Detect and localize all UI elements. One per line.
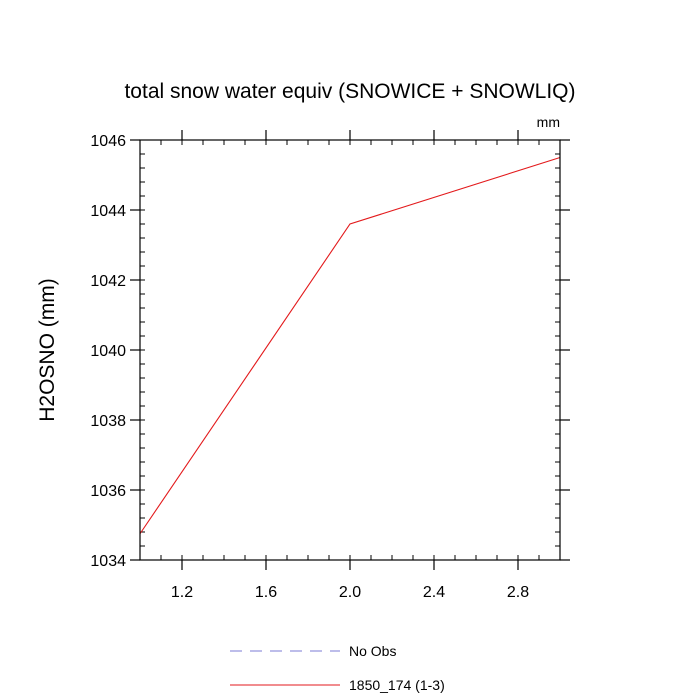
y-tick-label: 1034 xyxy=(90,553,126,570)
chart-title: total snow water equiv (SNOWICE + SNOWLI… xyxy=(124,80,575,103)
units-label: mm xyxy=(537,114,560,130)
legend: No Obs 1850_174 (1-3) xyxy=(230,643,445,693)
x-tick-label: 1.6 xyxy=(255,584,277,601)
x-tick-label: 2.0 xyxy=(339,584,361,601)
major-ticks xyxy=(130,130,570,570)
plot-frame xyxy=(139,139,561,561)
x-tick-label: 2.4 xyxy=(423,584,445,601)
x-tick-label: 2.8 xyxy=(507,584,529,601)
y-tick-label: 1042 xyxy=(90,273,126,290)
legend-label: No Obs xyxy=(349,643,396,659)
y-tick-label: 1036 xyxy=(90,483,126,500)
tick-labels: 1034 1036 1038 1040 1042 1044 1046 1.2 1.6 2.0 2.4… xyxy=(90,133,529,601)
series-line xyxy=(139,156,561,535)
y-tick-label: 1040 xyxy=(90,343,126,360)
series-lines xyxy=(139,156,561,535)
y-tick-label: 1044 xyxy=(90,203,126,220)
y-tick-label: 1038 xyxy=(90,413,126,430)
x-tick-label: 1.2 xyxy=(171,584,193,601)
minor-ticks xyxy=(139,139,561,561)
legend-label: 1850_174 (1-3) xyxy=(349,677,445,693)
y-axis-label: H2OSNO (mm) xyxy=(36,278,59,422)
y-tick-label: 1046 xyxy=(90,133,126,150)
